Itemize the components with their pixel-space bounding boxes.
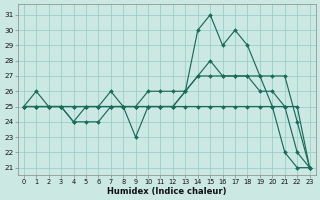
X-axis label: Humidex (Indice chaleur): Humidex (Indice chaleur): [107, 187, 227, 196]
